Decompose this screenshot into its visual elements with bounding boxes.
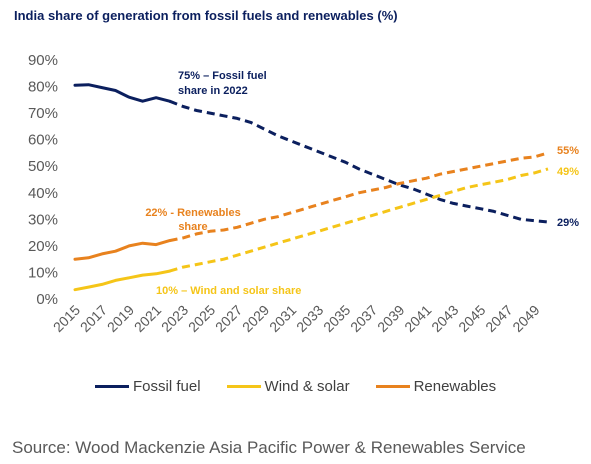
x-tick-label: 2043: [428, 302, 461, 335]
y-tick-label: 30%: [28, 211, 58, 228]
y-axis-ticks: 0% 10% 20% 30% 40% 50% 60% 70% 80% 90%: [28, 52, 58, 308]
legend-label-wind-solar: Wind & solar: [264, 378, 350, 395]
x-tick-label: 2021: [131, 302, 164, 335]
x-tick-label: 2031: [266, 302, 299, 335]
annotation-line: 55%: [557, 145, 579, 157]
series-line-renewables-projection: [169, 151, 549, 243]
y-tick-label: 0%: [36, 291, 58, 308]
y-tick-label: 50%: [28, 158, 58, 175]
series-lines: [73, 83, 549, 292]
annotation-line: share: [178, 221, 207, 233]
annotation-end-renew: 55%: [557, 145, 579, 157]
legend-label-fossil: Fossil fuel: [133, 378, 201, 395]
annotation-line: 22% - Renewables: [145, 207, 240, 219]
series-line-wind_solar-actual: [73, 269, 172, 292]
x-tick-label: 2039: [374, 302, 407, 335]
y-tick-label: 10%: [28, 264, 58, 281]
legend-item-fossil: Fossil fuel: [95, 378, 201, 395]
annotations: 75% – Fossil fuel share in 2022 22% - Rene…: [145, 70, 579, 297]
annotation-end-ws: 49%: [557, 166, 579, 178]
annotation-line: 49%: [557, 166, 579, 178]
annotation-fossil-2022: 75% – Fossil fuel share in 2022: [178, 70, 267, 97]
y-tick-label: 40%: [28, 185, 58, 202]
annotation-end-fossil: 29%: [557, 217, 579, 229]
x-tick-label: 2025: [185, 302, 218, 335]
x-tick-label: 2047: [482, 302, 515, 335]
legend-swatch-fossil: [95, 385, 129, 388]
series-line-renewables-actual: [73, 239, 172, 261]
x-tick-label: 2027: [212, 302, 245, 335]
legend-item-wind-solar: Wind & solar: [226, 378, 350, 395]
annotation-line: 29%: [557, 217, 579, 229]
series-line-wind_solar-projection: [169, 167, 549, 273]
x-tick-label: 2017: [77, 302, 110, 335]
x-axis-ticks: 2015201720192021202320252027202920312033…: [50, 302, 543, 335]
legend-swatch-renewables: [375, 385, 410, 388]
y-tick-label: 70%: [28, 105, 58, 122]
legend-label-renewables: Renewables: [413, 378, 497, 395]
series-line-fossil-actual: [73, 83, 172, 103]
x-tick-label: 2035: [320, 302, 353, 335]
chart-title: India share of generation from fossil fu…: [14, 8, 398, 23]
source-note: Source: Wood Mackenzie Asia Pacific Powe…: [12, 438, 526, 457]
x-tick-label: 2029: [239, 302, 272, 335]
annotation-line: share in 2022: [178, 85, 248, 97]
x-tick-label: 2019: [104, 302, 137, 335]
legend: Fossil fuel Wind & solar Renewables: [95, 378, 496, 395]
x-tick-label: 2037: [347, 302, 380, 335]
x-tick-label: 2045: [455, 302, 488, 335]
legend-item-renewables: Renewables: [375, 378, 497, 395]
annotation-line: 10% – Wind and solar share: [156, 285, 301, 297]
legend-swatch-wind-solar: [226, 385, 261, 388]
x-tick-label: 2023: [158, 302, 191, 335]
annotation-renew-2022: 22% - Renewables share: [145, 207, 240, 233]
y-tick-label: 90%: [28, 52, 58, 69]
annotation-ws-2022: 10% – Wind and solar share: [156, 285, 301, 297]
x-tick-label: 2041: [401, 302, 434, 335]
x-tick-label: 2049: [509, 302, 542, 335]
line-chart: 0% 10% 20% 30% 40% 50% 60% 70% 80% 90% 2015201720…: [28, 52, 579, 335]
series-line-fossil-projection: [169, 99, 549, 224]
y-tick-label: 80%: [28, 79, 58, 96]
annotation-line: 75% – Fossil fuel: [178, 70, 267, 82]
x-tick-label: 2033: [293, 302, 326, 335]
y-tick-label: 20%: [28, 238, 58, 255]
y-tick-label: 60%: [28, 132, 58, 149]
